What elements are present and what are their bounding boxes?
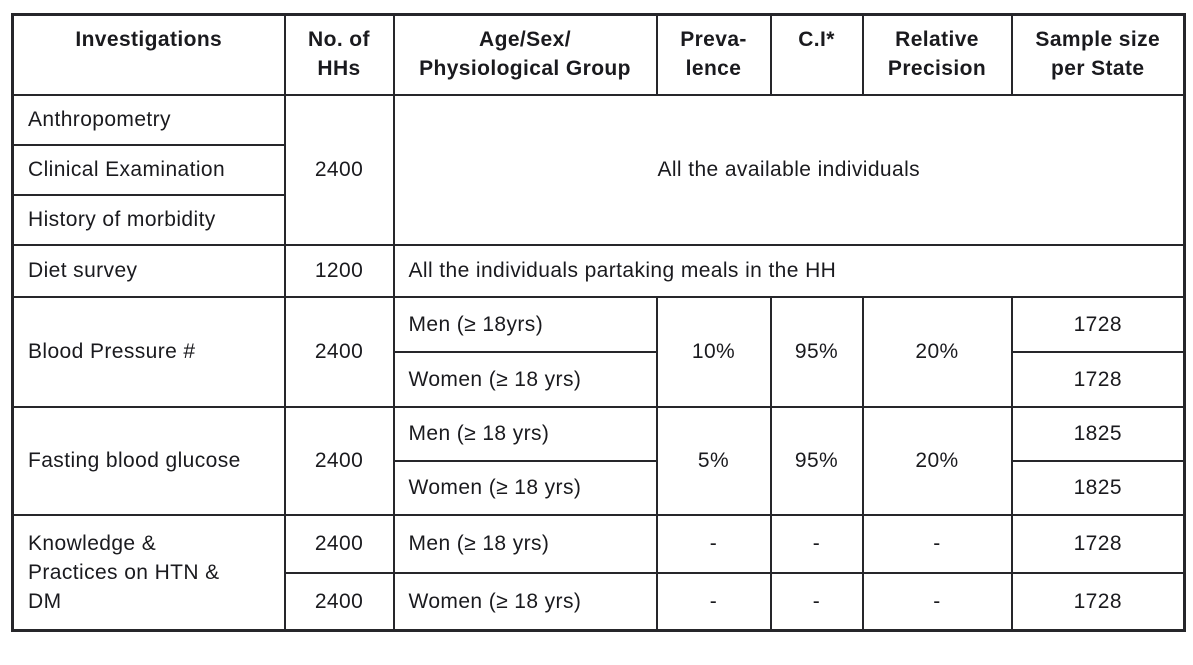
cell-investigation-knowledge-practices: Knowledge & Practices on HTN & DM	[11, 513, 286, 632]
col-header-investigations: Investigations	[11, 13, 286, 96]
cell-investigation-diet-survey: Diet survey	[11, 243, 286, 298]
cell-hhs-diet-survey: 1200	[283, 243, 395, 298]
col-header-sample-size: Sample size per State	[1010, 13, 1186, 96]
col-header-no-of-hhs: No. of HHs	[283, 13, 395, 96]
cell-group-fbg-men: Men (≥ 18 yrs)	[392, 405, 658, 462]
row-blood-pressure-men: Blood Pressure # 2400 Men (≥ 18yrs) 10% …	[11, 295, 1186, 408]
cell-sample-kp-men: 1728	[1010, 513, 1186, 574]
row-knowledge-practices-women: 2400 Women (≥ 18 yrs) - - - 1728	[13, 571, 1186, 632]
cell-prevalence-blood-pressure: 10%	[655, 295, 772, 408]
row-fasting-glucose-men: Fasting blood glucose 2400 Men (≥ 18 yrs…	[11, 405, 1186, 516]
cell-group-bp-men: Men (≥ 18yrs)	[392, 295, 658, 353]
cell-investigation-anthropometry: Anthropometry	[11, 93, 286, 146]
cell-ci-kp-women: -	[769, 571, 864, 632]
cell-relative-precision-kp-men: -	[861, 513, 1013, 574]
cell-prevalence-kp-men: -	[655, 513, 772, 574]
row-blood-pressure-women: Women (≥ 18 yrs) 1728	[13, 350, 1186, 408]
cell-relative-precision-blood-pressure: 20%	[861, 295, 1013, 408]
cell-hhs-blood-pressure: 2400	[283, 295, 395, 408]
col-header-ci: C.I*	[769, 13, 864, 96]
cell-hhs-kp-women: 2400	[283, 571, 395, 632]
row-anthropometry: Anthropometry 2400 All the available ind…	[11, 93, 1186, 246]
cell-relative-precision-fasting-glucose: 20%	[861, 405, 1013, 516]
cell-hhs-kp-men: 2400	[283, 513, 395, 574]
col-header-age-sex-group: Age/Sex/ Physiological Group	[392, 13, 658, 96]
row-knowledge-practices-men: Knowledge & Practices on HTN & DM 2400 M…	[11, 513, 1186, 632]
cell-investigation-fasting-glucose: Fasting blood glucose	[11, 405, 286, 516]
cell-relative-precision-kp-women: -	[861, 571, 1013, 632]
cell-investigation-clinical-examination: Clinical Examination	[11, 143, 286, 196]
row-fasting-glucose-women: Women (≥ 18 yrs) 1825	[13, 459, 1186, 516]
cell-hhs-fasting-glucose: 2400	[283, 405, 395, 516]
cell-sample-kp-women: 1728	[1010, 571, 1186, 632]
cell-group-diet-merged: All the individuals partaking meals in t…	[392, 243, 1186, 298]
cell-sample-bp-men: 1728	[1010, 295, 1186, 353]
row-clinical-examination: Clinical Examination	[11, 143, 1185, 196]
cell-group-bp-women: Women (≥ 18 yrs)	[392, 350, 658, 408]
cell-group-anthro-merged: All the available individuals	[392, 93, 1186, 246]
cell-ci-blood-pressure: 95%	[769, 295, 864, 408]
cell-sample-fbg-women: 1825	[1010, 459, 1186, 516]
sampling-plan-table: Investigations No. of HHs Age/Sex/ Physi…	[11, 13, 1186, 632]
header-row: Investigations No. of HHs Age/Sex/ Physi…	[11, 13, 1186, 96]
col-header-relative-precision: Relative Precision	[861, 13, 1013, 96]
cell-prevalence-kp-women: -	[655, 571, 772, 632]
cell-hhs-anthro-group: 2400	[283, 93, 395, 246]
cell-ci-fasting-glucose: 95%	[769, 405, 864, 516]
cell-group-fbg-women: Women (≥ 18 yrs)	[392, 459, 658, 516]
cell-investigation-history-of-morbidity: History of morbidity	[11, 193, 286, 246]
cell-group-kp-women: Women (≥ 18 yrs)	[392, 571, 658, 632]
cell-prevalence-fasting-glucose: 5%	[655, 405, 772, 516]
cell-group-kp-men: Men (≥ 18 yrs)	[392, 513, 658, 574]
row-diet-survey: Diet survey 1200 All the individuals par…	[11, 243, 1186, 298]
cell-ci-kp-men: -	[769, 513, 864, 574]
row-history-of-morbidity: History of morbidity	[11, 193, 1185, 246]
cell-sample-bp-women: 1728	[1010, 350, 1186, 408]
cell-sample-fbg-men: 1825	[1010, 405, 1186, 462]
cell-investigation-blood-pressure: Blood Pressure #	[11, 295, 286, 408]
col-header-prevalence: Preva- lence	[655, 13, 772, 96]
